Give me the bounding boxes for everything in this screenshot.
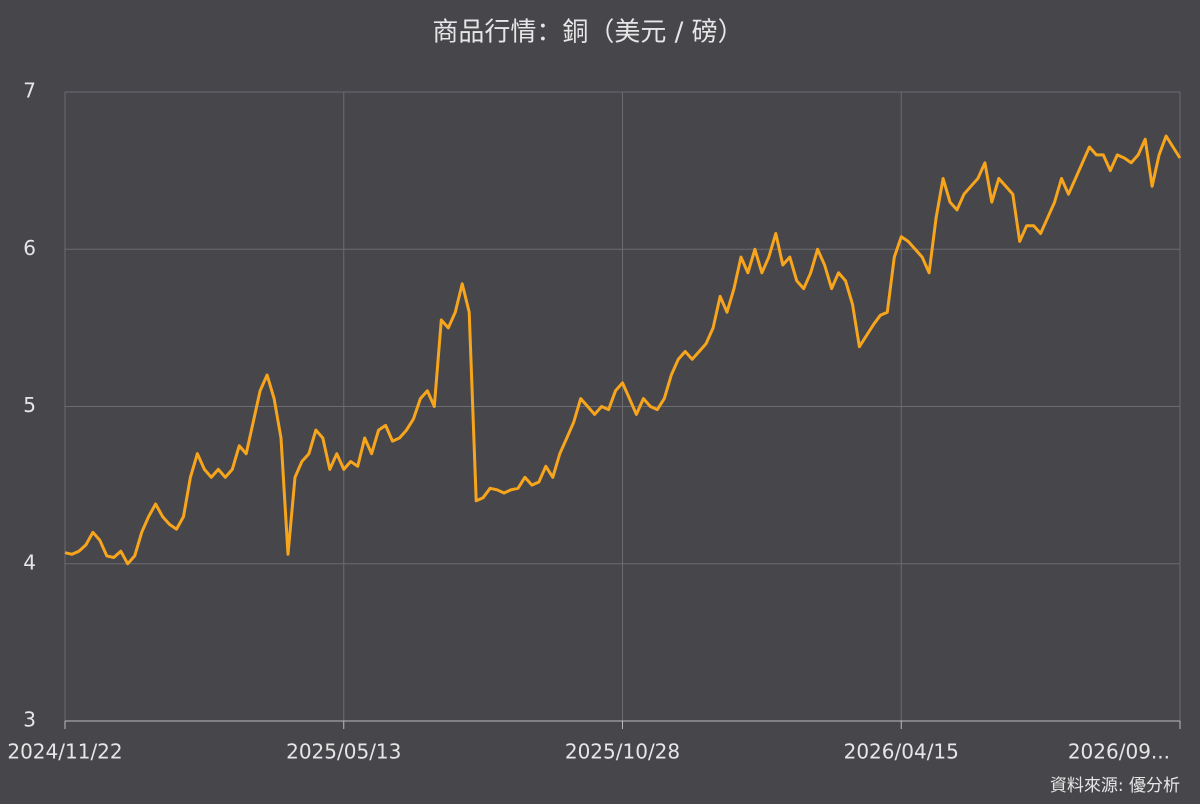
x-tick-label: 2025/05/13: [286, 740, 401, 764]
price-line: [64, 134, 1182, 566]
y-tick-label: 3: [23, 708, 36, 732]
source-note: 資料來源: 優分析: [1050, 776, 1180, 796]
x-tick-label: 2026/04/15: [844, 740, 959, 764]
x-tick-label: 2026/09...: [1068, 740, 1170, 764]
y-tick-label: 5: [23, 393, 36, 417]
y-tick-label: 7: [23, 79, 36, 103]
y-tick-label: 6: [23, 236, 36, 260]
chart-title: 商品行情：銅（美元 / 磅）: [432, 18, 743, 48]
x-tick-label: 2024/11/22: [7, 740, 122, 764]
y-tick-label: 4: [23, 550, 36, 574]
x-tick-label: 2025/10/28: [565, 740, 680, 764]
